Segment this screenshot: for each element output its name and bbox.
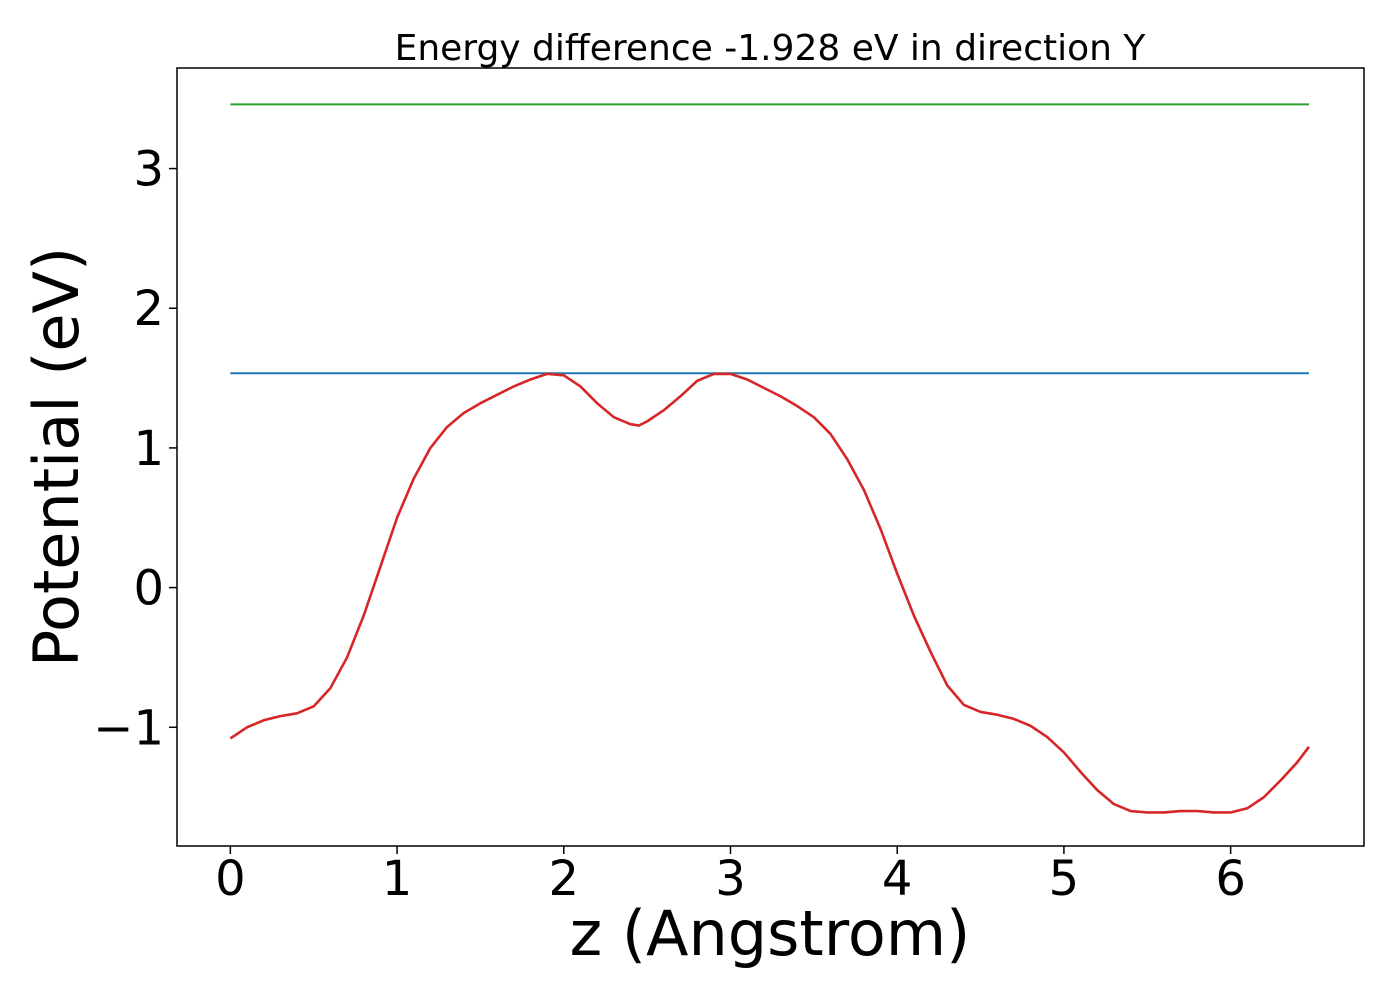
x-tick-label: 0	[215, 851, 246, 907]
plot-lines	[229, 103, 1311, 814]
x-tick-label: 4	[882, 851, 913, 907]
y-tick-label: 3	[133, 142, 164, 198]
series-line-2	[229, 372, 1311, 814]
x-tick-label: 1	[382, 851, 413, 907]
y-tick-label: 0	[133, 561, 164, 617]
y-tick-label: −1	[93, 700, 164, 756]
x-axis: 0 1 2 3 4 5 6	[215, 846, 1246, 907]
x-tick-label: 2	[549, 851, 580, 907]
x-tick-label: 6	[1215, 851, 1246, 907]
x-axis-label: z (Angstrom)	[570, 897, 971, 970]
plot-frame	[176, 67, 1365, 847]
y-axis-label: Potential (eV)	[20, 247, 93, 667]
y-tick-label: 1	[133, 421, 164, 477]
y-axis: −1 0 1 2 3	[93, 142, 177, 756]
x-tick-label: 5	[1049, 851, 1080, 907]
y-tick-label: 2	[133, 281, 164, 337]
x-tick-label: 3	[715, 851, 746, 907]
chart-title: Energy difference -1.928 eV in direction…	[395, 28, 1147, 69]
